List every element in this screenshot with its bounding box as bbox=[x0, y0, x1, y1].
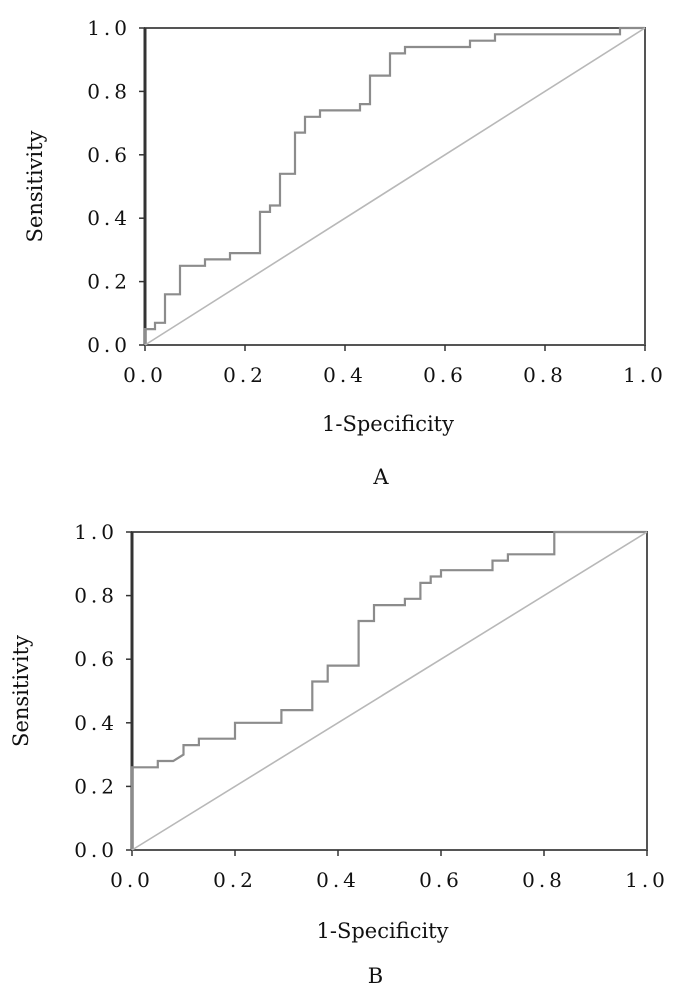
y-tick-label: 0.6 bbox=[87, 143, 131, 167]
x-tick-label: 1.0 bbox=[625, 868, 669, 892]
reference-line bbox=[144, 27, 646, 346]
panel-b: 0.0 0.2 0.4 0.6 0.8 1.0 0.0 0.2 0.4 0.6 0.8 1.0 1-Sp… bbox=[9, 520, 669, 988]
y-axis-title: Sensitivity bbox=[9, 635, 33, 747]
roc-curve bbox=[143, 26, 645, 345]
x-tick-label: 0.4 bbox=[316, 868, 360, 892]
x-axis-title: 1-Specificity bbox=[322, 412, 454, 436]
y-axis-title: Sensitivity bbox=[23, 130, 47, 242]
panel-a: 0.0 0.2 0.4 0.6 0.8 1.0 0.0 0.2 0.4 0.6 0.8 1.0 1-Sp… bbox=[23, 16, 667, 489]
x-tick-label: 0.0 bbox=[123, 363, 167, 387]
y-tick-label: 1.0 bbox=[74, 520, 118, 544]
y-tick-label: 0.0 bbox=[74, 838, 118, 862]
y-tick-label: 0.4 bbox=[74, 711, 118, 735]
x-tick-label: 0.2 bbox=[213, 868, 257, 892]
reference-line bbox=[131, 531, 648, 851]
y-tick-label: 0.8 bbox=[87, 79, 131, 103]
x-tick-label: 0.4 bbox=[323, 363, 367, 387]
x-axis-title: 1-Specificity bbox=[317, 919, 449, 943]
x-tick-label: 0.6 bbox=[419, 868, 463, 892]
x-tick-label: 0.8 bbox=[522, 868, 566, 892]
panel-label: A bbox=[372, 465, 389, 489]
x-tick-label: 1.0 bbox=[623, 363, 667, 387]
x-tick-label: 0.6 bbox=[423, 363, 467, 387]
y-tick-label: 0.4 bbox=[87, 206, 131, 230]
x-tick-label: 0.8 bbox=[523, 363, 567, 387]
x-tick-label: 0.0 bbox=[110, 868, 154, 892]
y-tick-label: 0.2 bbox=[87, 270, 131, 294]
y-tick-label: 0.2 bbox=[74, 774, 118, 798]
y-tick-label: 0.8 bbox=[74, 584, 118, 608]
y-tick-label: 0.0 bbox=[87, 333, 131, 357]
panel-label: B bbox=[368, 964, 383, 988]
roc-curve bbox=[130, 530, 647, 850]
x-tick-label: 0.2 bbox=[223, 363, 267, 387]
y-tick-label: 1.0 bbox=[87, 16, 131, 40]
y-tick-label: 0.6 bbox=[74, 647, 118, 671]
